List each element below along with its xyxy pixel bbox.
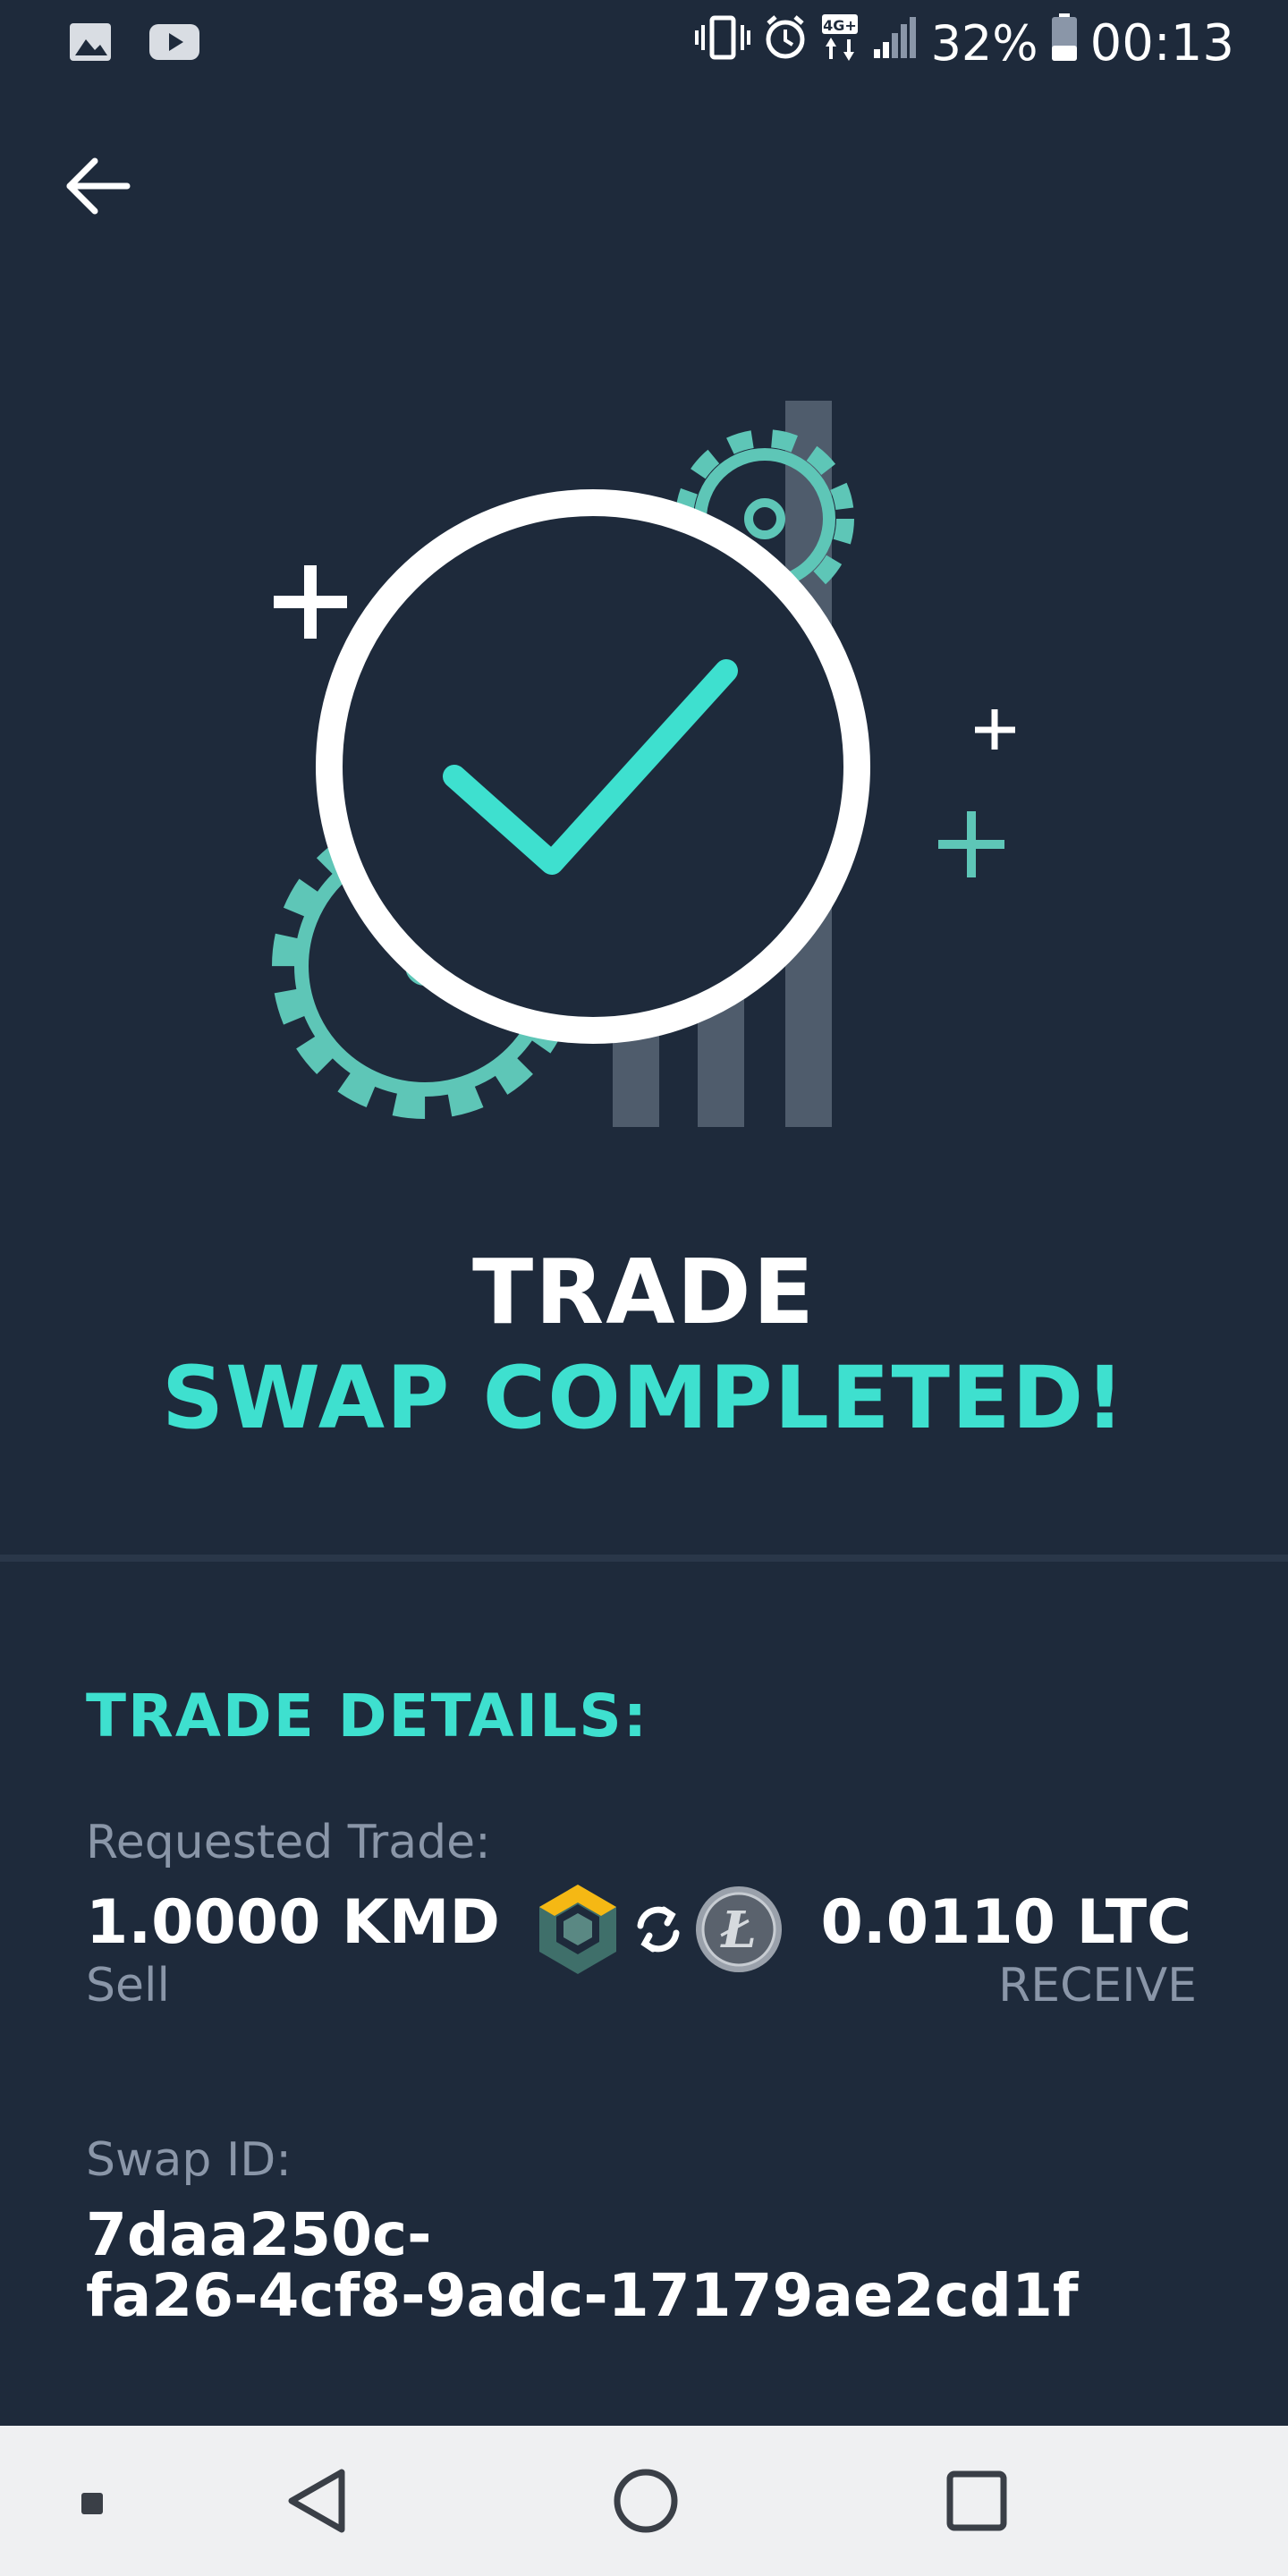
- swap-arrows-icon: [637, 1906, 680, 1953]
- requested-trade-label: Requested Trade:: [86, 1816, 491, 1869]
- trade-pair-icons: Ł: [533, 1880, 787, 1979]
- status-bar: 4G+ 32%: [0, 0, 1288, 86]
- nav-home-button[interactable]: [574, 2426, 717, 2576]
- battery-percent: 32%: [930, 15, 1038, 72]
- headline: TRADE SWAP COMPLETED!: [0, 1239, 1288, 1450]
- image-icon: [68, 21, 113, 66]
- checkmark-circle-icon: [316, 489, 870, 1044]
- home-circle-icon: [614, 2469, 678, 2533]
- overview-square-icon: [946, 2470, 1007, 2531]
- alarm-icon: [763, 14, 808, 72]
- svg-text:Ł: Ł: [720, 1901, 757, 1960]
- headline-status: SWAP COMPLETED!: [161, 1348, 1127, 1448]
- receive-amount: 0.0110 LTC: [820, 1887, 1191, 1958]
- swap-id-line-1: 7daa250c-: [86, 2200, 432, 2269]
- recent-dot-icon: [81, 2493, 103, 2514]
- sell-amount: 1.0000 KMD: [86, 1887, 500, 1958]
- vibrate-icon: [694, 14, 750, 72]
- battery-icon: [1051, 13, 1078, 73]
- sell-label: Sell: [86, 1959, 170, 2012]
- plus-icon-teal: [938, 811, 1004, 877]
- litecoin-icon: Ł: [696, 1886, 782, 1972]
- swap-id-line-2: fa26-4cf8-9adc-17179ae2cd1f: [86, 2261, 1079, 2330]
- network-label: 4G+: [823, 17, 857, 34]
- arrow-left-icon: [66, 157, 131, 215]
- trade-details-title: TRADE DETAILS:: [86, 1682, 649, 1750]
- komodo-coin-icon: [539, 1885, 616, 1974]
- status-left-icons: [68, 21, 200, 66]
- back-triangle-icon: [288, 2469, 345, 2533]
- plus-icon-small: [975, 709, 1015, 750]
- signal-icon: [872, 15, 919, 72]
- plus-icon-large: [274, 565, 347, 639]
- nav-back-button[interactable]: [245, 2426, 388, 2576]
- youtube-icon: [148, 22, 200, 65]
- system-nav-bar: [0, 2426, 1288, 2576]
- nav-overview-button[interactable]: [905, 2426, 1048, 2576]
- recent-dot-button[interactable]: [21, 2426, 165, 2576]
- headline-title: TRADE: [472, 1240, 816, 1344]
- success-illustration: [250, 376, 1055, 1163]
- back-button[interactable]: [63, 150, 134, 222]
- swap-id-value[interactable]: 7daa250c- fa26-4cf8-9adc-17179ae2cd1f: [86, 2205, 1204, 2326]
- 4g-icon: 4G+: [820, 13, 860, 74]
- section-divider: [0, 1555, 1288, 1562]
- status-time: 00:13: [1089, 14, 1234, 72]
- checkmark-icon: [443, 659, 738, 875]
- swap-id-label: Swap ID:: [86, 2133, 292, 2187]
- receive-label: RECEIVE: [998, 1959, 1197, 2012]
- status-right-icons: 4G+ 32%: [694, 13, 1234, 74]
